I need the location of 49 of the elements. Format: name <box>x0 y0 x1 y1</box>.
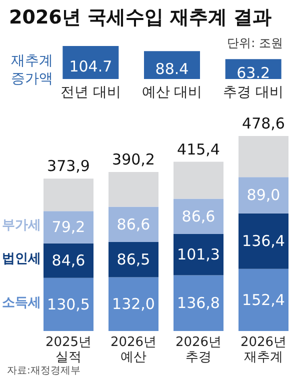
chart-title: 2026년 국세수입 재추계 결과 <box>9 6 272 28</box>
bar <box>108 277 158 331</box>
bar <box>44 178 94 212</box>
bar <box>238 268 288 331</box>
data-label: 89,0 <box>246 186 280 204</box>
data-label: 86,5 <box>116 250 150 269</box>
bar <box>238 213 288 269</box>
total-label: 478,6 <box>242 114 285 132</box>
data-label: 86,6 <box>116 215 150 234</box>
data-label: 84,6 <box>52 252 86 270</box>
data-label: 86,6 <box>182 207 216 226</box>
data-label: 101,3 <box>177 246 220 264</box>
x-tick-label: 예산 대비 <box>142 84 202 100</box>
series-label: 소득세 <box>2 295 41 310</box>
data-label: 130,5 <box>47 295 90 314</box>
bar <box>44 211 94 244</box>
bar <box>174 234 224 276</box>
bar <box>238 177 288 214</box>
y-axis-title: 재추계 증가액 <box>11 53 53 87</box>
data-label: 152,4 <box>242 290 285 309</box>
x-tick-label: 전년 대비 <box>60 84 121 100</box>
annotation: 단위: 조원 <box>227 36 283 50</box>
data-label: 79,2 <box>52 218 86 236</box>
series-label: 부가세 <box>2 218 41 234</box>
data-label: 63.2 <box>236 64 270 82</box>
bar <box>108 172 158 207</box>
total-label: 390,2 <box>112 150 155 169</box>
data-label: 88.4 <box>155 60 189 78</box>
data-label: 136,4 <box>242 232 285 250</box>
total-label: 415,4 <box>177 140 220 158</box>
x-tick-label: 2026년 예산 <box>110 335 157 365</box>
data-label: 104.7 <box>69 58 112 76</box>
x-tick-label: 2026년 재추계 <box>240 335 287 365</box>
x-tick-label: 2025년 실적 <box>45 335 92 365</box>
bar <box>174 275 224 331</box>
x-tick-label: 추경 대비 <box>223 84 284 100</box>
series-label: 법인세 <box>2 252 41 267</box>
bar <box>108 242 158 278</box>
data-label: 132,0 <box>112 295 155 314</box>
total-label: 373,9 <box>47 157 90 176</box>
data-label: 136,8 <box>177 294 220 312</box>
x-tick-label: 2026년 추경 <box>175 335 222 365</box>
bar <box>174 162 224 199</box>
text: 자료:재정경제부 <box>7 366 80 376</box>
bar <box>238 136 288 178</box>
bar <box>44 243 94 278</box>
bar <box>174 198 224 234</box>
bar <box>108 206 158 242</box>
bar <box>44 278 94 331</box>
